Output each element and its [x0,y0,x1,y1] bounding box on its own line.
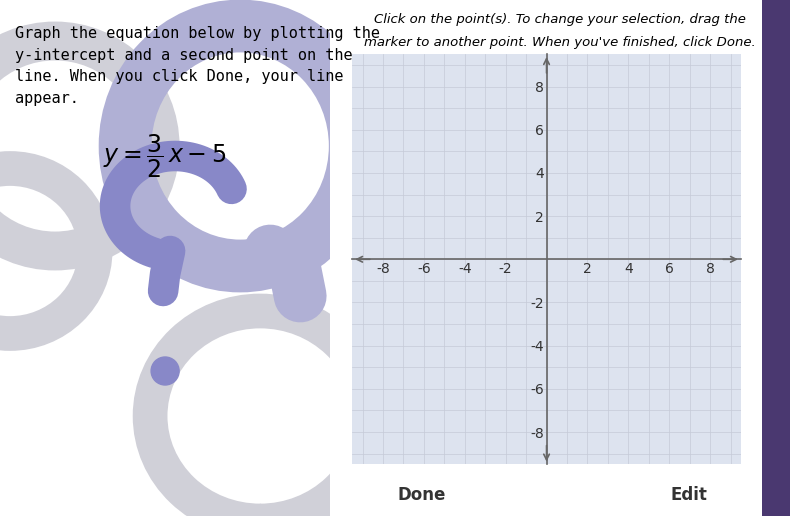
Text: $y = \dfrac{3}{2}\,x - 5$: $y = \dfrac{3}{2}\,x - 5$ [103,132,227,180]
Text: Done: Done [398,487,446,504]
Circle shape [151,357,179,385]
Text: Graph the equation below by plotting the
y-intercept and a second point on the
l: Graph the equation below by plotting the… [15,26,389,106]
Text: Click on the point(s). To change your selection, drag the: Click on the point(s). To change your se… [374,13,746,26]
Text: Edit: Edit [671,487,707,504]
Bar [762,0,790,516]
Text: marker to another point. When you've finished, click Done.: marker to another point. When you've fin… [364,36,756,49]
